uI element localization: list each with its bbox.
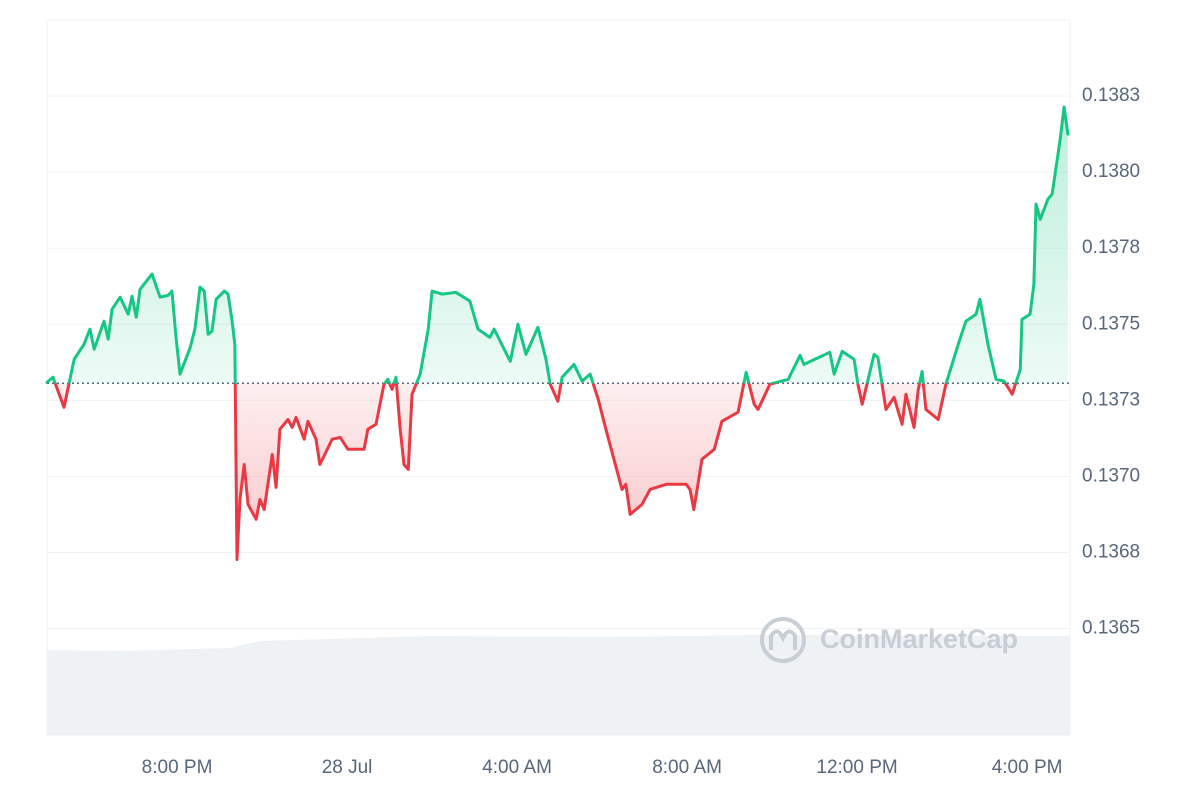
- x-tick-label: 8:00 AM: [652, 757, 722, 778]
- y-tick-label: 0.1365: [1082, 618, 1140, 639]
- y-tick-label: 0.1383: [1082, 85, 1140, 106]
- x-tick-label: 4:00 PM: [992, 757, 1063, 778]
- x-tick-label: 12:00 PM: [816, 757, 897, 778]
- y-tick-label: 0.1373: [1082, 389, 1140, 410]
- x-tick-label: 8:00 PM: [142, 757, 213, 778]
- watermark-logo-m: [769, 629, 797, 650]
- watermark-text: CoinMarketCap: [820, 624, 1018, 654]
- x-tick-label: 4:00 AM: [482, 757, 552, 778]
- data: [45, 105, 1070, 561]
- watermark: CoinMarketCap: [760, 617, 1018, 663]
- watermark-logo: [760, 617, 806, 663]
- y-tick-label: 0.1370: [1082, 465, 1140, 486]
- x-tick-label: 28 Jul: [322, 757, 373, 778]
- y-tick-label: 0.1375: [1082, 313, 1140, 334]
- y-tick-label: 0.1378: [1082, 237, 1140, 258]
- y-tick-label: 0.1380: [1082, 161, 1140, 182]
- volume-area: [47, 635, 1070, 735]
- price-line: [45, 105, 1070, 561]
- price-area: [47, 107, 1068, 560]
- y-tick-label: 0.1368: [1082, 541, 1140, 562]
